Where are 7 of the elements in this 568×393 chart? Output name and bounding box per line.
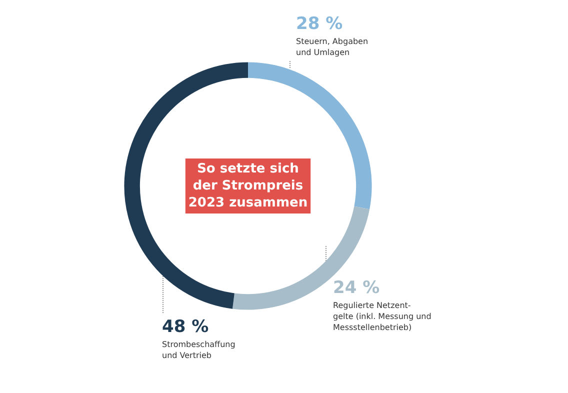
text: So setzte sich der Strompreis 2023 zusammen [188,162,308,210]
data-label: 28 % [296,14,343,34]
data-label: 48 % [162,317,209,337]
data-label: 24 % [333,278,380,298]
slice-label: Strombeschaffung und Vertrieb [162,340,236,360]
slice-label: Steuern, Abgaben und Umlagen [296,37,368,57]
slice-label: Regulierte Netzent- gelte (inkl. Messung und Messstellenbetrieb) [333,301,432,332]
